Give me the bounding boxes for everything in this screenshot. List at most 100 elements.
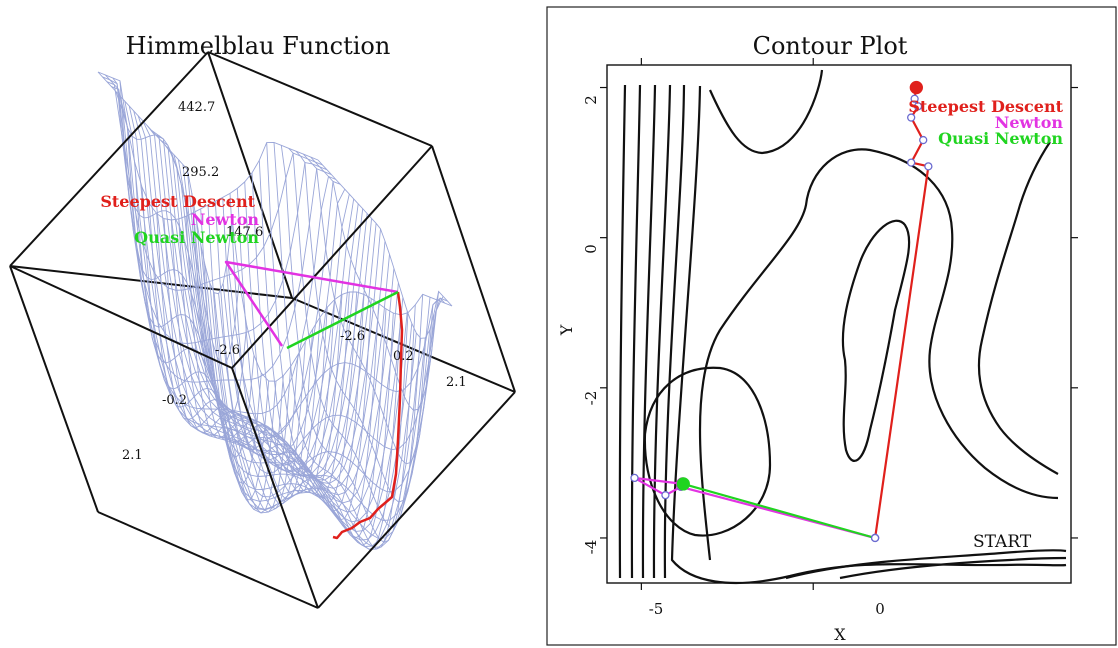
box-edge bbox=[207, 51, 433, 147]
mesh-line bbox=[236, 188, 372, 521]
contour-plot: Contour Plot -5 0 2 0 -2 -4 X Y START St… bbox=[546, 6, 1117, 646]
x-tick-label: -0.2 bbox=[162, 393, 187, 408]
surface-path-steepest-descent bbox=[332, 291, 404, 540]
mesh-line bbox=[170, 219, 306, 504]
box-edge bbox=[317, 391, 516, 609]
mesh-line bbox=[222, 197, 358, 504]
contour-line bbox=[698, 148, 1059, 561]
contour-line bbox=[785, 549, 1067, 580]
box-edge bbox=[9, 51, 209, 267]
box-edge bbox=[231, 367, 319, 609]
y-tick-label: -2 bbox=[582, 391, 600, 406]
iterate-point-steepest-descent bbox=[913, 102, 923, 111]
surface-path-quasi-newton bbox=[286, 290, 399, 350]
contour-line bbox=[670, 85, 1067, 585]
mesh-line bbox=[258, 160, 394, 546]
box-edge bbox=[9, 265, 99, 513]
box-edge bbox=[9, 265, 233, 369]
mesh-line bbox=[134, 162, 270, 501]
x-tick-label: 2.1 bbox=[122, 448, 143, 463]
contour-line bbox=[839, 556, 1067, 580]
surface-title: Himmelblau Function bbox=[126, 32, 391, 60]
figure-border bbox=[546, 6, 1117, 646]
mesh-line bbox=[310, 156, 446, 411]
contour-line bbox=[977, 141, 1059, 475]
x-axis-label: X bbox=[834, 625, 846, 644]
mesh-line bbox=[207, 204, 343, 495]
mesh-line bbox=[156, 213, 292, 513]
contour-line bbox=[618, 84, 627, 579]
path-quasi-newton bbox=[683, 482, 876, 540]
iterate-point-steepest-descent bbox=[910, 94, 919, 103]
mesh-line bbox=[280, 145, 416, 543]
contour-title: Contour Plot bbox=[753, 32, 908, 60]
mesh-line bbox=[317, 159, 453, 339]
y-tick-label: 0 bbox=[582, 244, 600, 254]
contour-legend-quasi-newton: Quasi Newton bbox=[938, 129, 1063, 148]
surface-legend-steepest-descent: Steepest Descent bbox=[100, 192, 255, 211]
mesh-line bbox=[295, 150, 431, 503]
x-tick-label: 0 bbox=[875, 600, 885, 618]
iterate-point-quasi-newton bbox=[870, 533, 880, 543]
endpoint-steepest-descent bbox=[909, 80, 923, 95]
surface-box-front-edges bbox=[9, 51, 516, 609]
optimizer-paths bbox=[630, 80, 933, 543]
iterate-point-steepest-descent bbox=[924, 162, 933, 171]
y-tick-label: 2.1 bbox=[446, 375, 467, 390]
iterate-point-steepest-descent bbox=[907, 113, 916, 122]
contour-legend-newton: Newton bbox=[995, 113, 1064, 132]
box-edge bbox=[231, 145, 433, 369]
z-tick-label: 442.7 bbox=[178, 100, 215, 115]
endpoint-quasi-newton bbox=[676, 477, 690, 491]
surface-mesh bbox=[97, 71, 453, 550]
box-edge bbox=[431, 145, 516, 393]
surface-plot: Himmelblau Function 442.7 295.2 147.6 -2… bbox=[9, 32, 516, 609]
start-annotation: START bbox=[973, 532, 1032, 552]
contour-line bbox=[643, 366, 772, 537]
mesh-line bbox=[141, 186, 277, 510]
y-tick-label: -2.6 bbox=[340, 329, 365, 344]
contour-legend-steepest-descent: Steepest Descent bbox=[908, 97, 1063, 116]
contour-line bbox=[708, 69, 824, 155]
surface-paths bbox=[224, 260, 404, 540]
surface-legend-quasi-newton: Quasi Newton bbox=[134, 228, 259, 247]
contour-line bbox=[641, 84, 657, 579]
contour-line bbox=[652, 84, 672, 579]
box-edge bbox=[291, 297, 516, 393]
iterate-point-steepest-descent bbox=[919, 135, 928, 145]
x-tick-label: -2.6 bbox=[215, 343, 240, 358]
axis-ticks bbox=[600, 58, 1078, 590]
surface-path-newton bbox=[224, 260, 399, 347]
mesh-line bbox=[244, 181, 380, 530]
z-tick-label: 295.2 bbox=[182, 165, 219, 180]
mesh-line bbox=[273, 142, 409, 550]
y-tick-label: 0.2 bbox=[393, 349, 414, 364]
y-axis-label: Y bbox=[557, 324, 576, 336]
y-tick-label: -4 bbox=[582, 540, 600, 555]
surface-legend-newton: Newton bbox=[191, 210, 260, 229]
mesh-line bbox=[302, 153, 438, 465]
path-steepest-descent bbox=[874, 87, 930, 539]
mesh-line bbox=[251, 172, 387, 539]
mesh-line bbox=[112, 77, 248, 420]
mesh-line bbox=[200, 208, 336, 493]
mesh-line bbox=[192, 212, 328, 494]
z-tick-label: 147.6 bbox=[226, 225, 263, 240]
contour-line bbox=[841, 219, 911, 462]
mesh-line bbox=[163, 218, 299, 510]
iterate-point-newton bbox=[630, 473, 639, 483]
plot-frame bbox=[606, 64, 1072, 584]
iterate-point-newton bbox=[661, 491, 670, 500]
box-edge bbox=[97, 511, 319, 609]
contour-line bbox=[663, 84, 686, 579]
mesh-line bbox=[126, 127, 262, 485]
contour-lines bbox=[618, 69, 1067, 585]
y-tick-label: 2 bbox=[582, 95, 600, 105]
contour-line bbox=[630, 84, 642, 579]
mesh-line bbox=[185, 216, 321, 497]
mesh-line bbox=[266, 142, 402, 550]
iterate-point-steepest-descent bbox=[907, 158, 916, 167]
mesh-line bbox=[178, 218, 314, 500]
mesh-line bbox=[214, 201, 350, 498]
